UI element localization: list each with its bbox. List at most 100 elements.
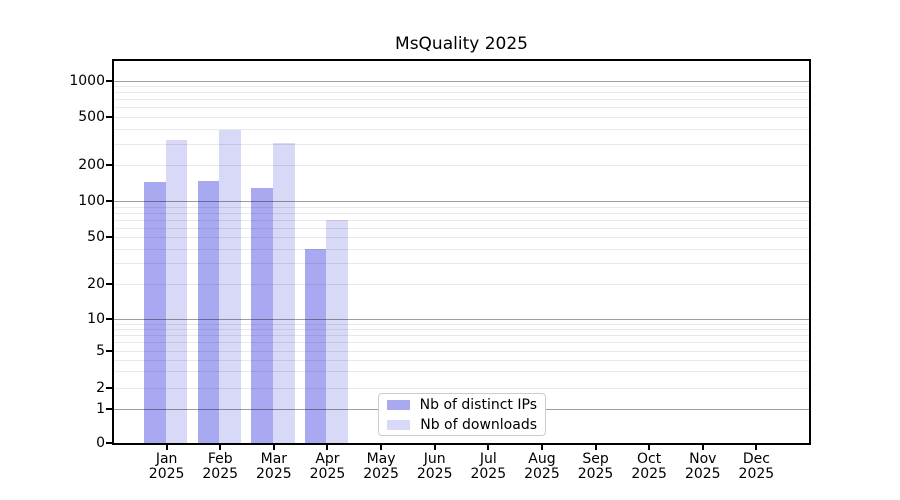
x-tick-mark — [540, 445, 543, 450]
y-tick-mark — [106, 387, 112, 389]
y-tick-mark — [106, 236, 112, 239]
x-tick-label-oct: Oct 2025 — [621, 452, 677, 482]
minor-gridline — [113, 107, 810, 109]
minor-gridline — [113, 237, 810, 239]
x-tick-mark — [594, 445, 597, 450]
y-tick-mark — [106, 442, 112, 444]
y-tick-mark — [106, 200, 112, 203]
x-tick-year: 2025 — [416, 466, 453, 482]
x-tick-month: Jul — [479, 451, 497, 467]
y-tick-label-200: 200 — [78, 157, 105, 174]
minor-gridline — [113, 86, 810, 88]
x-tick-month: Mar — [260, 451, 288, 467]
x-tick-label-dec: Dec 2025 — [728, 452, 784, 482]
bar-nb-of-distinct-ips-feb — [197, 180, 220, 443]
legend: Nb of distinct IPs Nb of downloads — [378, 393, 546, 436]
minor-gridline — [113, 165, 810, 167]
minor-gridline — [113, 323, 810, 325]
minor-gridline — [113, 342, 810, 344]
x-tick-label-aug: Aug 2025 — [514, 452, 570, 482]
minor-gridline — [113, 92, 810, 94]
x-tick-month: Jan — [155, 451, 178, 467]
x-tick-year: 2025 — [202, 466, 239, 482]
minor-gridline — [113, 388, 810, 389]
bar-nb-of-downloads-mar — [272, 142, 295, 443]
y-tick-label-50: 50 — [87, 229, 105, 246]
minor-gridline — [113, 212, 810, 214]
x-tick-mark — [648, 445, 651, 450]
minor-gridline — [113, 350, 810, 352]
y-tick-mark — [106, 349, 112, 352]
x-tick-year: 2025 — [577, 466, 614, 482]
x-tick-mark — [219, 445, 222, 450]
x-tick-mark — [165, 445, 168, 450]
x-tick-month: Dec — [742, 451, 770, 467]
y-tick-label-20: 20 — [87, 276, 105, 292]
minor-gridline — [113, 128, 810, 130]
y-tick-label-0: 0 — [96, 435, 105, 451]
minor-gridline — [113, 248, 810, 250]
y-tick-label-5: 5 — [96, 342, 105, 359]
x-tick-label-jul: Jul 2025 — [460, 452, 516, 482]
x-tick-mark — [755, 445, 758, 450]
legend-item-distinct-ips: Nb of distinct IPs — [387, 397, 537, 413]
x-tick-year: 2025 — [309, 466, 346, 482]
x-tick-month: Nov — [689, 451, 717, 467]
x-tick-month: Apr — [315, 451, 340, 467]
bar-nb-of-distinct-ips-apr — [304, 248, 327, 443]
bar-nb-of-downloads-apr — [326, 219, 349, 443]
legend-label-distinct-ips: Nb of distinct IPs — [419, 396, 537, 413]
x-tick-month: Oct — [637, 451, 662, 467]
x-tick-year: 2025 — [363, 466, 399, 482]
y-tick-label-100: 100 — [78, 193, 105, 210]
x-tick-year: 2025 — [684, 466, 721, 482]
minor-gridline — [113, 206, 810, 208]
minor-gridline — [113, 371, 810, 373]
x-tick-label-mar: Mar 2025 — [246, 452, 302, 482]
x-tick-month: Sep — [582, 451, 609, 467]
y-tick-mark — [106, 283, 112, 285]
legend-swatch-downloads — [387, 419, 411, 430]
x-tick-label-feb: Feb 2025 — [192, 452, 248, 482]
minor-gridline — [113, 227, 810, 229]
y-tick-mark — [106, 164, 112, 167]
x-tick-mark — [701, 445, 704, 450]
major-gridline — [113, 80, 810, 82]
x-tick-year: 2025 — [524, 466, 560, 482]
minor-gridline — [113, 329, 810, 330]
minor-gridline — [113, 143, 810, 145]
y-tick-mark — [106, 317, 112, 320]
x-tick-year: 2025 — [256, 466, 292, 482]
y-tick-label-1: 1 — [96, 400, 105, 417]
x-tick-month: Feb — [207, 451, 233, 467]
x-tick-year: 2025 — [470, 466, 507, 482]
legend-item-downloads: Nb of downloads — [387, 417, 537, 433]
x-tick-label-jun: Jun 2025 — [407, 452, 463, 482]
x-tick-label-jan: Jan 2025 — [139, 452, 195, 482]
minor-gridline — [113, 335, 810, 337]
x-tick-mark — [272, 445, 275, 450]
x-tick-year: 2025 — [738, 466, 775, 482]
minor-gridline — [113, 263, 810, 265]
x-tick-label-nov: Nov 2025 — [675, 452, 731, 482]
major-gridline — [113, 318, 810, 320]
x-tick-month: Jun — [423, 451, 446, 467]
y-tick-mark — [106, 115, 112, 118]
major-gridline — [113, 201, 810, 203]
chart-title: MsQuality 2025 — [395, 34, 528, 54]
x-tick-mark — [433, 445, 436, 450]
minor-gridline — [113, 359, 810, 361]
y-tick-mark — [106, 79, 112, 82]
x-tick-label-may: May 2025 — [353, 452, 409, 482]
minor-gridline — [113, 284, 810, 285]
y-tick-label-10: 10 — [87, 310, 105, 327]
x-tick-month: Aug — [528, 451, 556, 467]
legend-label-downloads: Nb of downloads — [420, 416, 537, 433]
minor-gridline — [113, 99, 810, 101]
y-tick-label-1000: 1000 — [69, 72, 105, 89]
minor-gridline — [113, 116, 810, 118]
x-tick-mark — [380, 445, 383, 450]
y-tick-label-500: 500 — [78, 108, 105, 125]
y-tick-label-2: 2 — [96, 380, 105, 396]
